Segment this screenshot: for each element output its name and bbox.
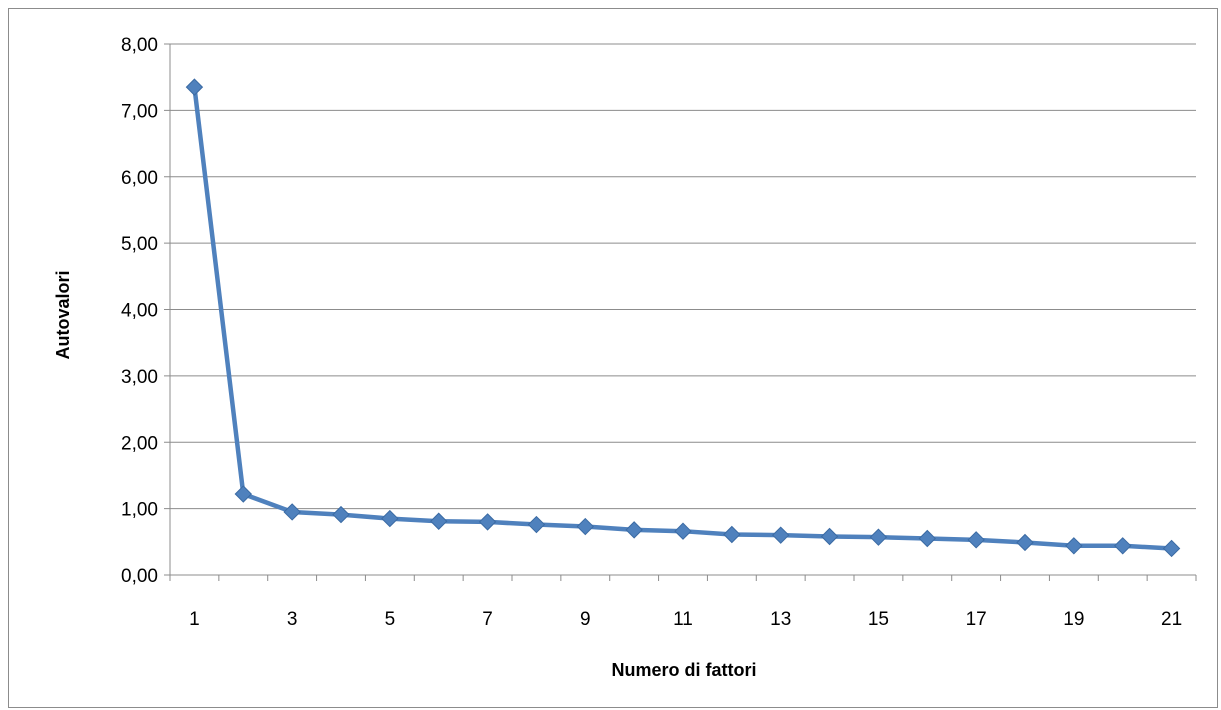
y-tick-label: 7,00 [121, 101, 158, 122]
data-point [430, 512, 448, 530]
data-point [185, 78, 204, 96]
gridlines [170, 43, 1196, 510]
data-point [234, 485, 252, 503]
x-axis-ticks: 1 3 5 7 9 11 13 15 17 19 21 [169, 575, 1197, 630]
y-axis-title: Autovalori [53, 270, 73, 359]
y-axis-ticks: 0,00 1,00 2,00 3,00 4,00 5,00 6,00 7,00 8,00 [121, 35, 170, 587]
y-tick-label: 2,00 [121, 433, 158, 454]
x-tick-label: 9 [580, 609, 591, 630]
x-tick-label: 17 [966, 609, 987, 630]
data-point [918, 529, 936, 548]
data-point [772, 526, 790, 544]
data-point [332, 505, 350, 524]
x-tick-label: 5 [385, 609, 396, 630]
x-axis-title: Numero di fattori [611, 660, 756, 680]
series-autovalori [185, 78, 1181, 558]
x-tick-label: 19 [1063, 609, 1084, 630]
y-tick-label: 4,00 [121, 301, 158, 322]
data-point [1016, 533, 1034, 552]
y-tick-label: 5,00 [121, 234, 158, 255]
y-tick-label: 8,00 [121, 35, 158, 56]
x-tick-label: 7 [482, 609, 493, 630]
x-tick-label: 11 [673, 609, 693, 630]
x-tick-label: 21 [1161, 609, 1182, 630]
data-point [478, 513, 497, 531]
y-tick-label: 0,00 [121, 566, 158, 587]
data-point [723, 525, 741, 544]
y-tick-label: 1,00 [121, 500, 158, 521]
data-point [381, 509, 399, 528]
data-point [674, 522, 692, 540]
data-point [527, 515, 546, 534]
data-point [576, 517, 594, 536]
x-tick-label: 15 [868, 609, 889, 630]
data-point [283, 503, 301, 521]
data-point [820, 527, 839, 546]
y-tick-label: 3,00 [121, 367, 158, 388]
data-point [869, 528, 888, 546]
data-point [1162, 539, 1181, 558]
series-line [192, 84, 1174, 551]
x-tick-label: 13 [770, 609, 791, 630]
x-tick-label: 3 [287, 609, 298, 630]
data-point [625, 521, 643, 539]
x-tick-label: 1 [189, 609, 200, 630]
data-point [1065, 537, 1083, 555]
y-tick-label: 6,00 [121, 168, 158, 189]
data-point [1114, 537, 1132, 555]
data-point [967, 531, 985, 549]
